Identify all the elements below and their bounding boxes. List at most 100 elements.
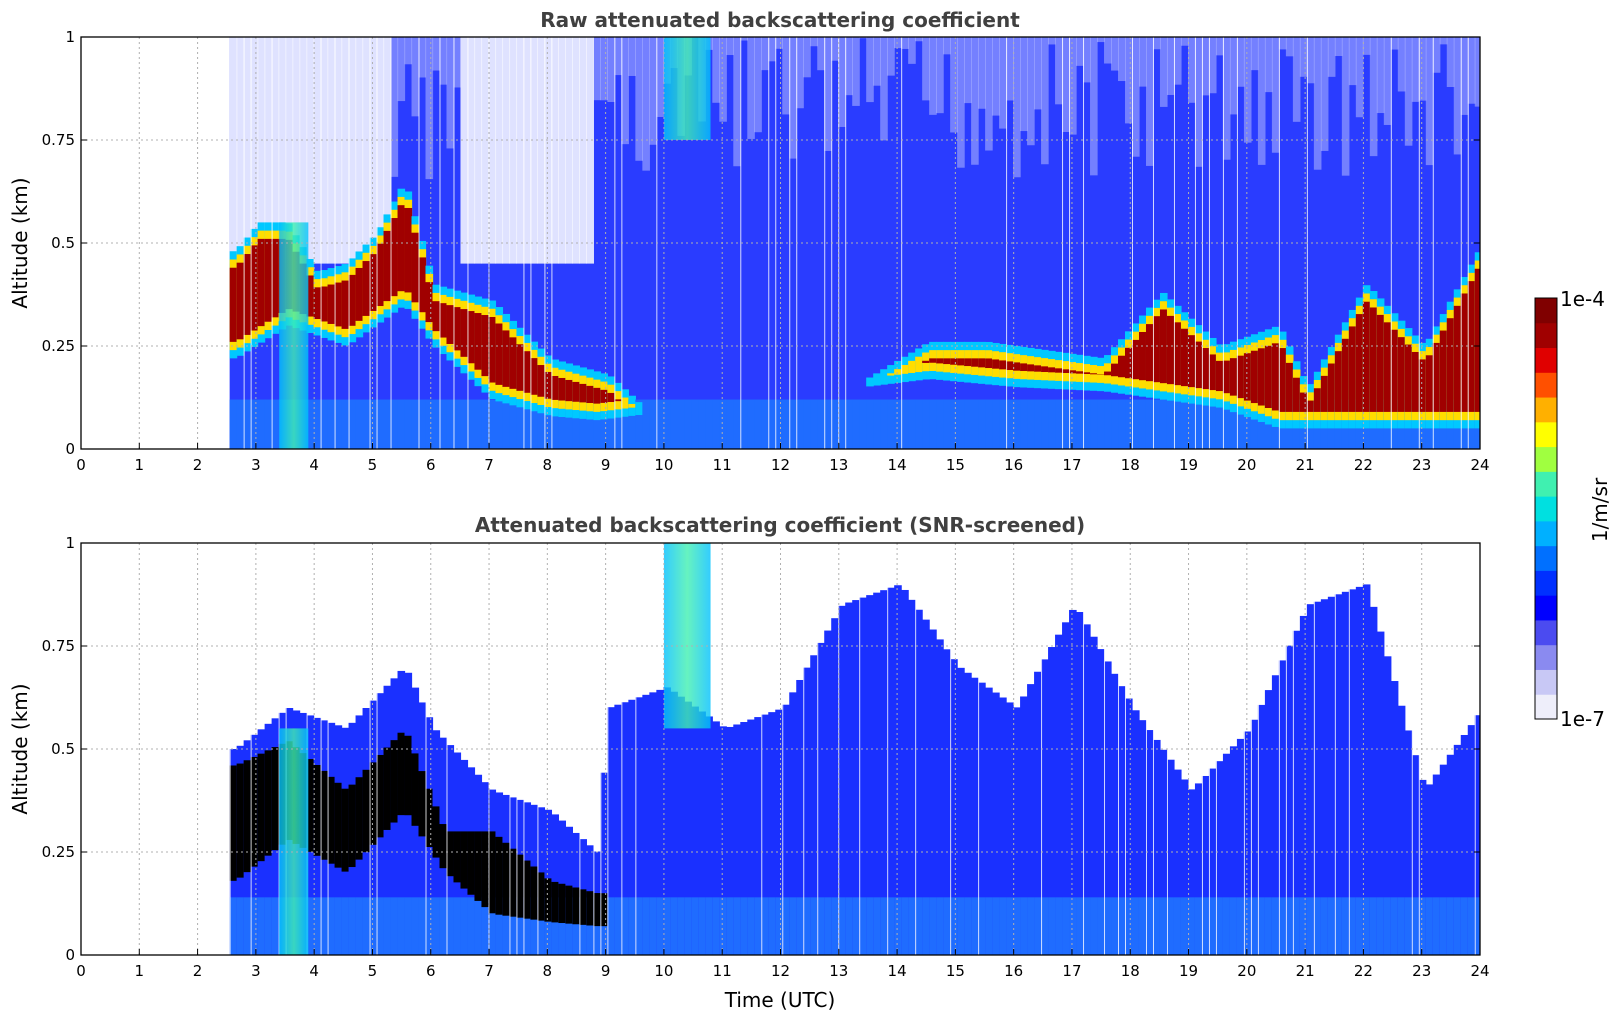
noise-column xyxy=(502,37,511,264)
near-surface-cell xyxy=(572,399,580,449)
near-surface-cell xyxy=(943,399,951,449)
screened-signal-cell xyxy=(1418,779,1427,955)
x-tick-label: 13 xyxy=(829,456,848,474)
near-surface-cell xyxy=(1069,897,1077,955)
near-surface-cell xyxy=(551,399,560,449)
noise-column xyxy=(1097,37,1105,43)
near-surface-cell xyxy=(530,399,539,449)
fog-column xyxy=(279,728,309,955)
near-surface-cell xyxy=(859,399,867,449)
noise-column xyxy=(1376,37,1385,114)
near-surface-cell xyxy=(1131,399,1140,449)
near-surface-cell xyxy=(719,399,727,449)
colorbar-swatch xyxy=(1535,446,1557,472)
layer-core-cell xyxy=(1055,368,1063,373)
noise-column xyxy=(306,37,315,264)
saturated-layer-cell xyxy=(320,770,329,860)
layer-core-cell xyxy=(964,358,972,367)
layer-core-cell xyxy=(474,313,483,370)
y-tick-label: 0.25 xyxy=(42,337,75,355)
near-surface-cell xyxy=(1250,897,1259,955)
noise-column xyxy=(229,37,238,264)
x-tick-label: 11 xyxy=(713,456,732,474)
noise-column xyxy=(712,37,720,103)
noise-column xyxy=(1194,37,1203,167)
near-surface-cell xyxy=(1313,897,1322,955)
noise-column xyxy=(488,37,497,264)
saturated-layer-cell xyxy=(390,740,399,823)
noise-column xyxy=(894,37,902,49)
near-surface-cell xyxy=(1194,897,1203,955)
noise-column xyxy=(1090,37,1098,176)
saturated-layer-cell xyxy=(334,782,343,868)
near-surface-cell xyxy=(1131,897,1140,955)
layer-core-cell xyxy=(390,218,399,297)
noise-column xyxy=(1264,37,1273,93)
screened-signal-cell xyxy=(985,687,993,955)
near-surface-cell xyxy=(1327,897,1336,955)
noise-column xyxy=(404,37,413,65)
layer-core-cell xyxy=(516,344,525,391)
saturated-layer-cell xyxy=(404,735,413,816)
near-surface-cell xyxy=(705,897,713,955)
layer-core-cell xyxy=(1411,351,1420,412)
layer-core-cell xyxy=(1278,348,1287,412)
x-tick-label: 1 xyxy=(135,962,145,980)
x-tick-label: 9 xyxy=(601,456,611,474)
layer-core-cell xyxy=(1467,281,1476,412)
near-surface-cell xyxy=(1271,897,1280,955)
gap-line xyxy=(593,543,595,955)
screened-signal-cell xyxy=(908,599,916,955)
layer-core-cell xyxy=(1013,362,1021,371)
noise-column xyxy=(1111,37,1119,71)
screened-signal-cell xyxy=(1201,775,1210,955)
gap-line xyxy=(243,37,245,449)
near-surface-cell xyxy=(1411,897,1420,955)
gap-line xyxy=(845,37,847,449)
noise-column xyxy=(831,37,839,61)
near-surface-cell xyxy=(761,897,769,955)
near-surface-cell xyxy=(1173,897,1182,955)
gap-line xyxy=(1418,37,1420,449)
noise-column xyxy=(411,37,420,117)
screened-signal-cell xyxy=(1006,702,1014,955)
near-surface-cell xyxy=(390,897,399,955)
saturated-layer-cell xyxy=(593,893,601,927)
near-surface-cell xyxy=(901,897,909,955)
saturated-layer-cell xyxy=(495,836,504,915)
screened-signal-cell xyxy=(1131,710,1140,955)
near-surface-cell xyxy=(446,897,455,955)
near-surface-cell xyxy=(1215,399,1224,449)
layer-core-cell xyxy=(558,377,567,401)
screened-signal-cell xyxy=(600,772,608,955)
noise-column xyxy=(754,37,762,133)
noise-column xyxy=(1341,37,1350,176)
near-surface-cell xyxy=(1355,897,1364,955)
screened-signal-cell xyxy=(1292,630,1301,955)
panel-raw-ylabel: Altitude (km) xyxy=(8,177,32,308)
screened-signal-cell xyxy=(1062,622,1070,955)
screened-signal-cell xyxy=(810,655,818,955)
gap-line xyxy=(803,543,805,955)
near-surface-cell xyxy=(838,897,846,955)
layer-core-cell xyxy=(1453,305,1462,412)
near-surface-cell xyxy=(670,897,678,955)
layer-core-cell xyxy=(460,309,469,357)
near-surface-cell xyxy=(1125,399,1133,449)
noise-column xyxy=(1187,37,1196,103)
gap-line xyxy=(523,37,525,449)
colorbar-max-label: 1e-4 xyxy=(1560,287,1605,311)
layer-edge-cell xyxy=(866,377,874,387)
near-surface-cell xyxy=(677,897,685,955)
near-surface-cell xyxy=(348,897,357,955)
x-tick-label: 21 xyxy=(1296,456,1315,474)
layer-core-cell xyxy=(579,383,587,403)
noise-column xyxy=(579,37,587,264)
near-surface-cell xyxy=(467,897,476,955)
y-tick-label: 1 xyxy=(65,534,75,552)
x-tick-label: 14 xyxy=(888,456,907,474)
gap-line xyxy=(859,543,861,955)
colorbar-swatch xyxy=(1535,669,1557,695)
near-surface-cell xyxy=(614,897,622,955)
screened-signal-cell xyxy=(1027,684,1035,955)
